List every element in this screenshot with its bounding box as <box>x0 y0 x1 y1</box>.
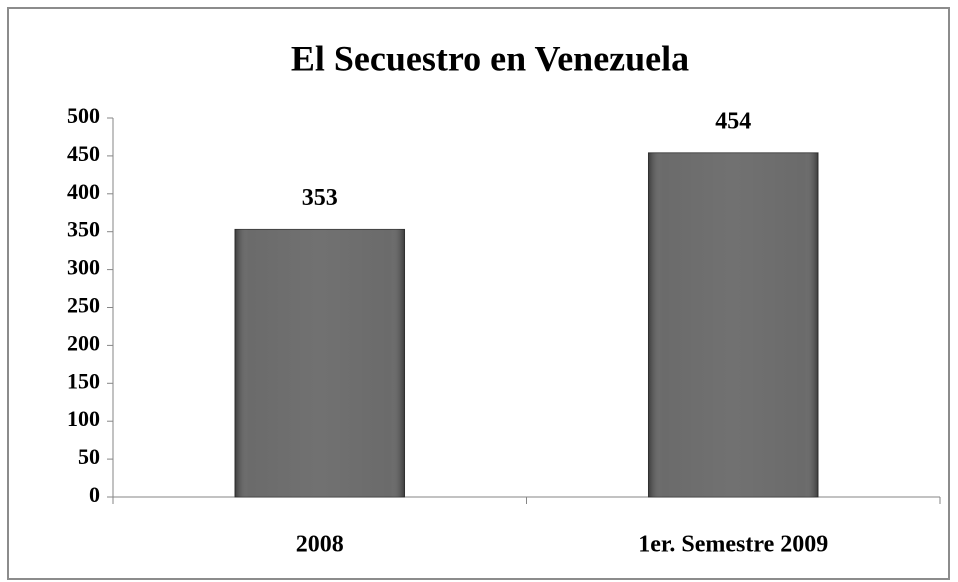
y-tick-label: 450 <box>67 141 100 166</box>
y-tick-label: 150 <box>67 368 100 393</box>
x-tick-label: 2008 <box>296 532 344 558</box>
y-tick-label: 200 <box>67 330 100 355</box>
value-label: 353 <box>302 185 338 211</box>
y-tick-label: 50 <box>78 444 100 469</box>
bar-shade <box>648 152 819 498</box>
y-tick-label: 0 <box>89 482 100 507</box>
y-tick-label: 300 <box>67 255 100 280</box>
value-label: 454 <box>715 108 751 134</box>
x-tick-label: 1er. Semestre 2009 <box>638 532 828 558</box>
y-tick-label: 350 <box>67 217 100 242</box>
y-tick-label: 400 <box>67 179 100 204</box>
y-tick-label: 250 <box>67 293 100 318</box>
y-tick-label: 500 <box>67 103 100 128</box>
bar-shade <box>234 229 405 497</box>
chart-title: El Secuestro en Venezuela <box>291 38 689 78</box>
y-tick-label: 100 <box>67 406 100 431</box>
